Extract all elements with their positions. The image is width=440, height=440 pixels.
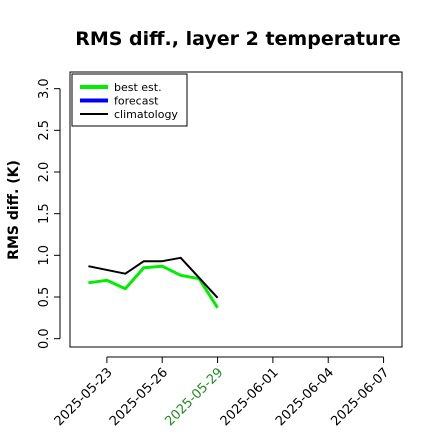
y-tick-label: 3.0 xyxy=(37,78,52,99)
legend-label-climatology: climatology xyxy=(114,108,178,121)
series-line-climatology xyxy=(88,256,219,299)
x-tick-label: 2025-06-04 xyxy=(273,365,337,429)
x-tick-label: 2025-05-23 xyxy=(52,365,116,429)
y-tick-label: 2.0 xyxy=(37,162,52,183)
x-tick-label: 2025-05-26 xyxy=(107,365,171,429)
plot-frame xyxy=(69,71,403,348)
y-tick-label: 1.0 xyxy=(37,245,52,266)
legend-label-forecast: forecast xyxy=(114,95,159,108)
y-tick-label: 0.5 xyxy=(37,287,52,308)
x-tick-label: 2025-05-29 xyxy=(162,365,226,429)
y-tick-label: 1.5 xyxy=(37,203,52,224)
x-tick-label: 2025-06-07 xyxy=(328,365,392,429)
x-tick-label: 2025-06-01 xyxy=(218,365,282,429)
series-layer xyxy=(88,256,219,309)
x-axis: 2025-05-232025-05-262025-05-292025-06-01… xyxy=(52,356,392,429)
series-line-best-est xyxy=(88,264,219,309)
y-axis: 0.0 0.5 1.0 1.5 2.0 2.5 3.0 xyxy=(37,78,61,349)
y-tick-label: 0.0 xyxy=(37,328,52,349)
y-tick-label: 2.5 xyxy=(37,120,52,141)
legend-label-best-est: best est. xyxy=(114,81,162,94)
y-axis-label: RMS diff. (K) xyxy=(6,160,22,260)
chart-title: RMS diff., layer 2 temperature xyxy=(75,28,401,50)
